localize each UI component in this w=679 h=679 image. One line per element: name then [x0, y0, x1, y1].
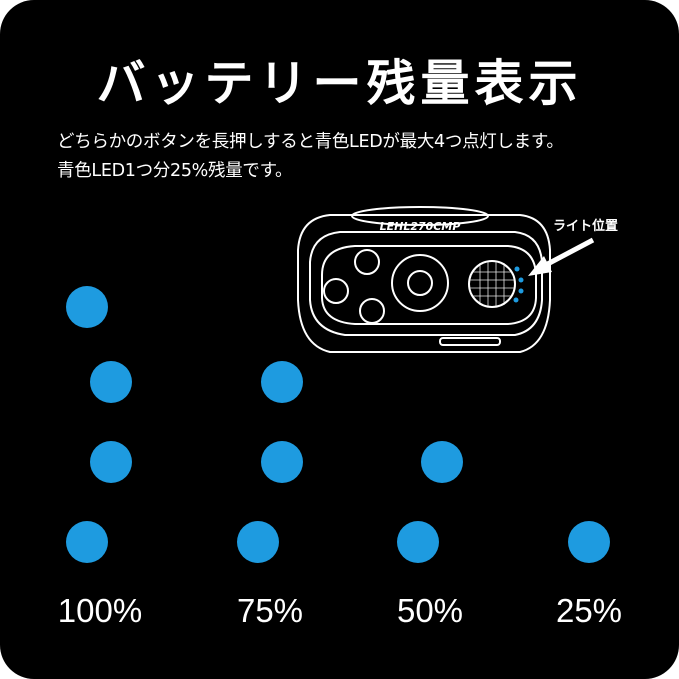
led-dot [397, 521, 439, 563]
headlamp-outer-body [297, 214, 551, 353]
led-dot [261, 361, 303, 403]
level-label-75: 75% [236, 592, 304, 629]
arrow-head-icon [528, 256, 552, 276]
headlamp-top-band [351, 206, 489, 226]
led-dot [90, 361, 132, 403]
led-dot [261, 441, 303, 483]
button-slot [439, 337, 501, 346]
level-label-25: 25% [555, 592, 623, 629]
headlamp-face [321, 245, 537, 325]
led-dot [237, 521, 279, 563]
led-small-3 [359, 298, 385, 324]
level-label-100: 100% [57, 592, 143, 629]
description-line-2: 青色LED1つ分25%残量です。 [57, 161, 293, 181]
led-dot [66, 521, 108, 563]
battery-leds-illustration [513, 266, 524, 303]
led-dot [90, 441, 132, 483]
led-dot [568, 521, 610, 563]
main-led-outer [391, 254, 449, 312]
led-small-2 [323, 278, 349, 304]
main-led-inner [407, 270, 433, 296]
callout-arrow-icon [538, 237, 595, 271]
grille-mesh [470, 261, 514, 307]
model-label: LEHL270CMP [380, 220, 461, 233]
headlamp-inner-body [309, 231, 543, 336]
page-title: バッテリー残量表示 [96, 55, 583, 112]
led-small-1 [354, 249, 380, 275]
description-line-1: どちらかのボタンを長押しすると青色LEDが最大4つ点灯します。 [57, 132, 564, 152]
led-dot [66, 286, 108, 328]
led-dot [421, 441, 463, 483]
level-label-50: 50% [396, 592, 464, 629]
sensor-grille [468, 260, 516, 308]
callout-label: ライト位置 [553, 218, 618, 234]
